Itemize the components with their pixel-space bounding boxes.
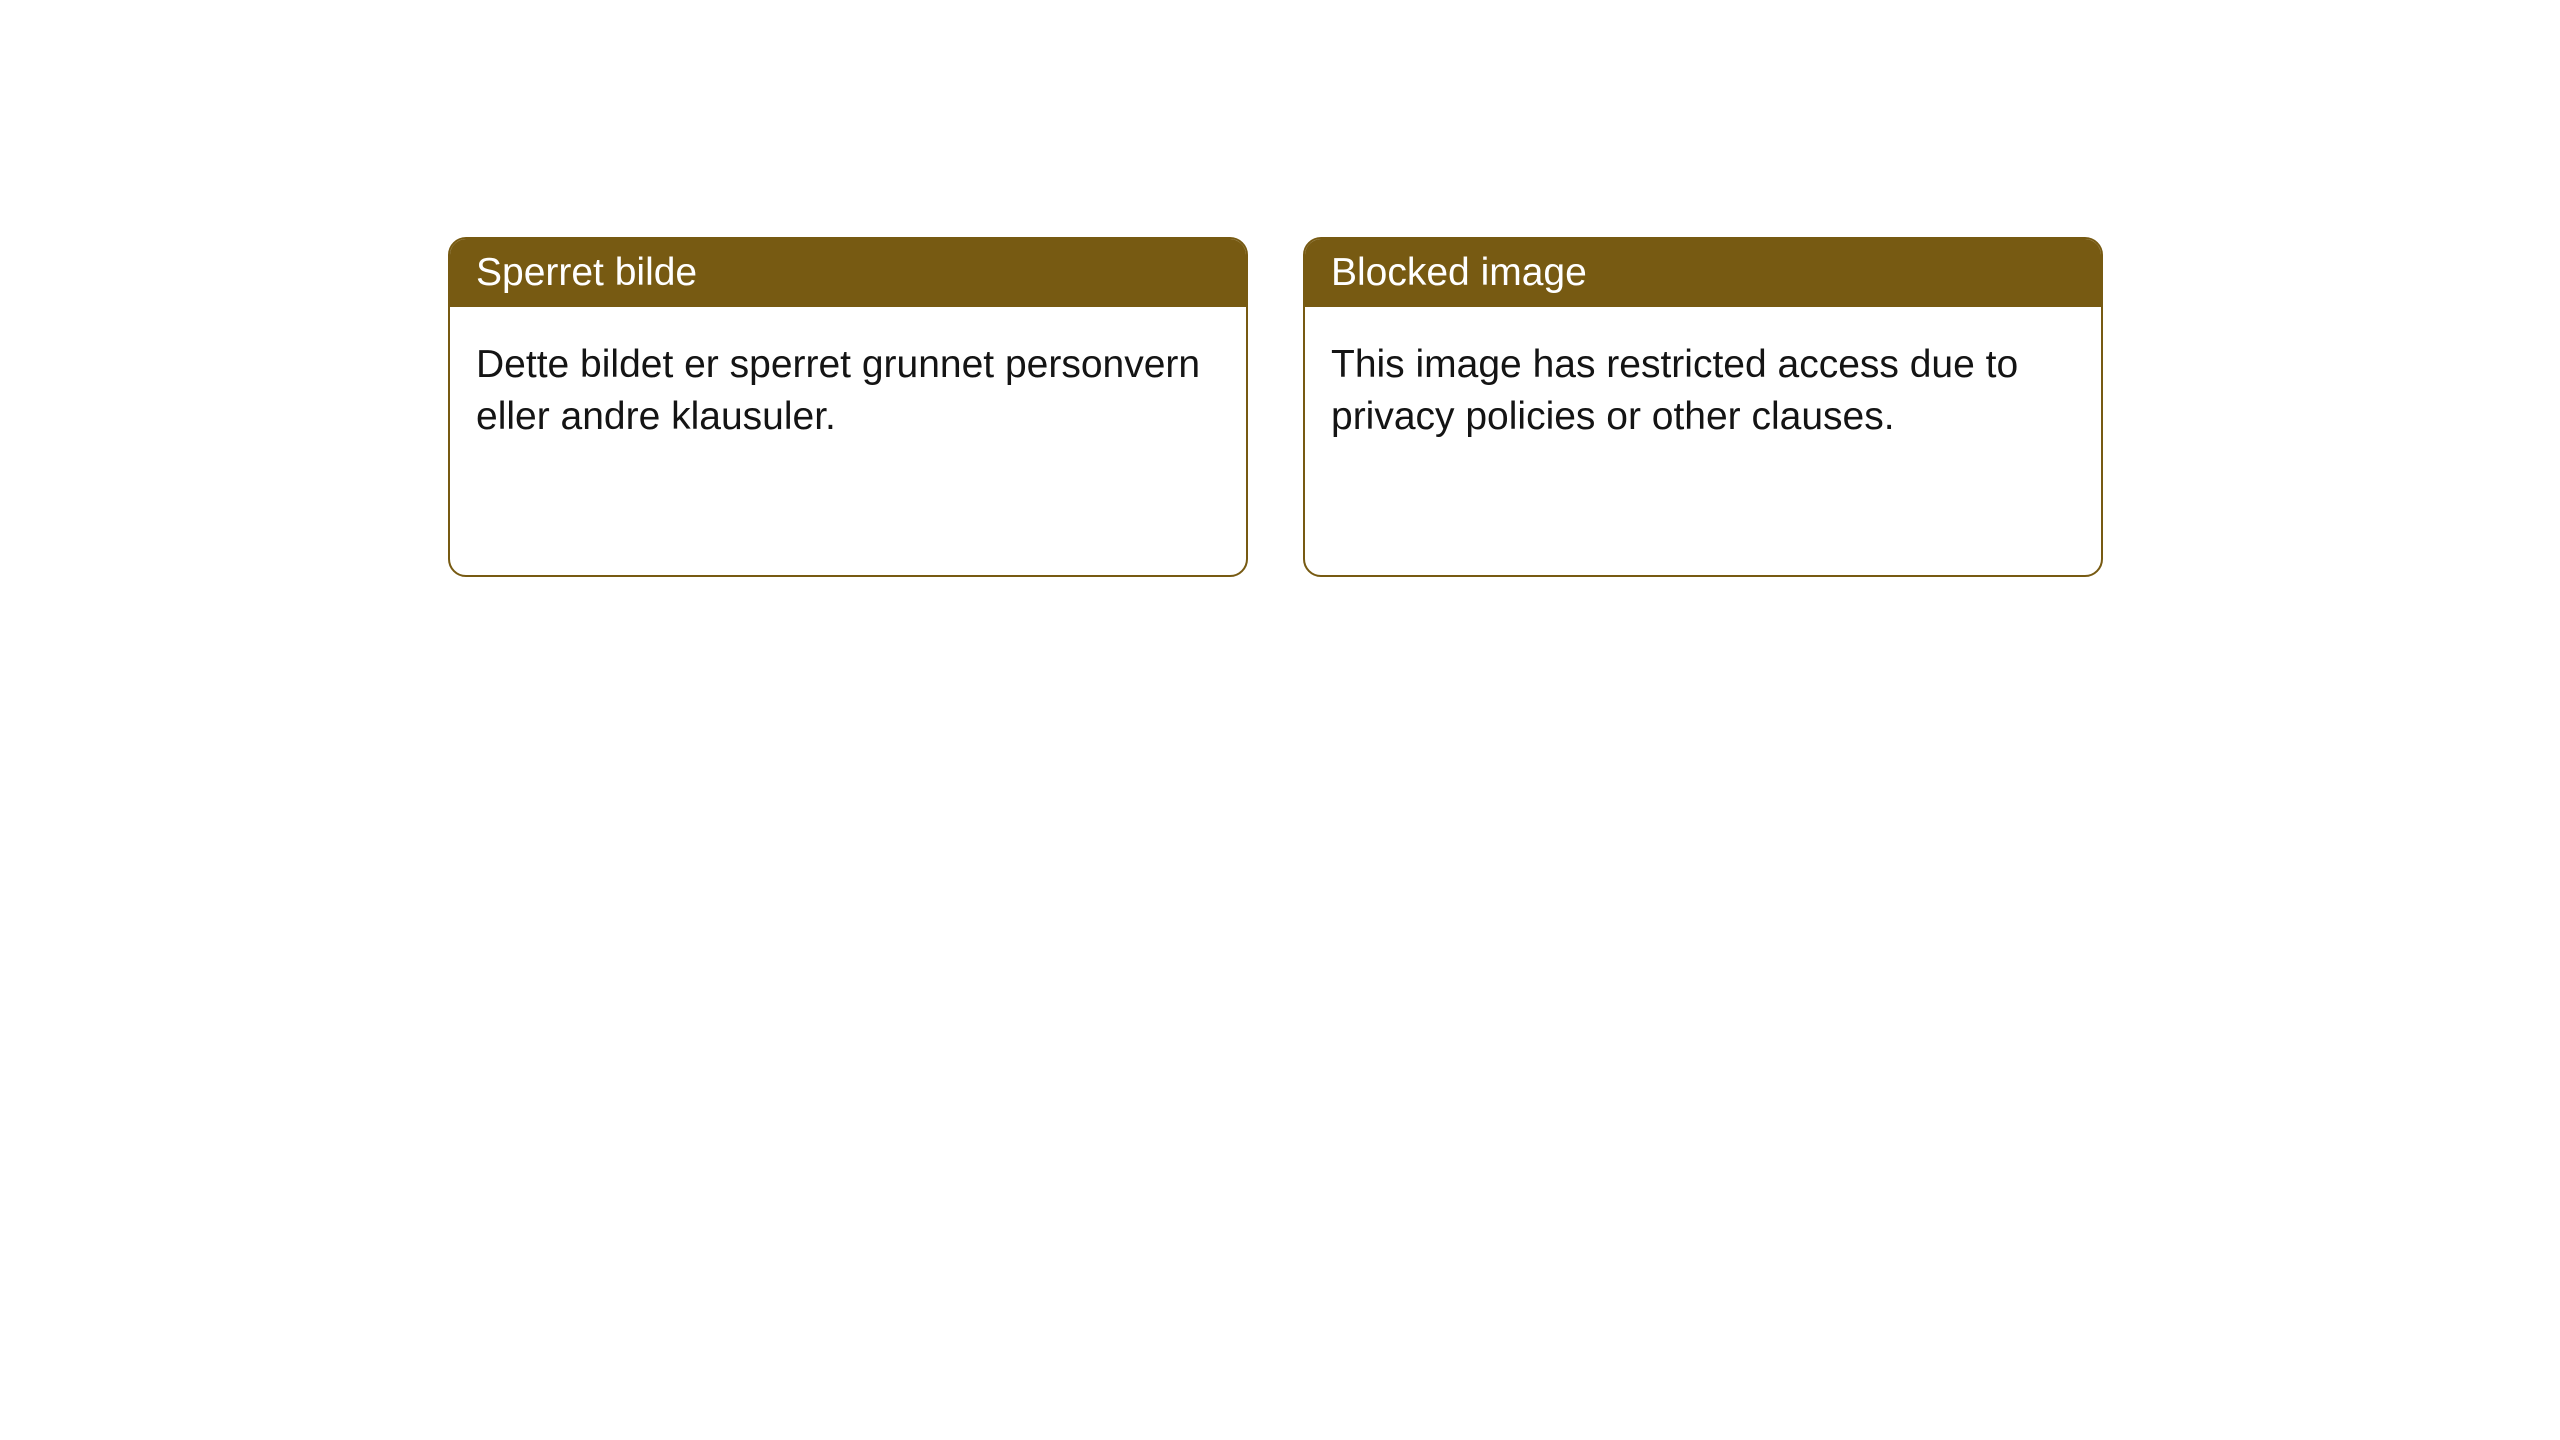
notice-card-english: Blocked image This image has restricted … [1303, 237, 2103, 577]
card-title: Blocked image [1305, 239, 2101, 307]
notice-cards-container: Sperret bilde Dette bildet er sperret gr… [448, 237, 2103, 577]
notice-card-norwegian: Sperret bilde Dette bildet er sperret gr… [448, 237, 1248, 577]
card-body-text: Dette bildet er sperret grunnet personve… [450, 307, 1246, 575]
card-body-text: This image has restricted access due to … [1305, 307, 2101, 575]
card-title: Sperret bilde [450, 239, 1246, 307]
